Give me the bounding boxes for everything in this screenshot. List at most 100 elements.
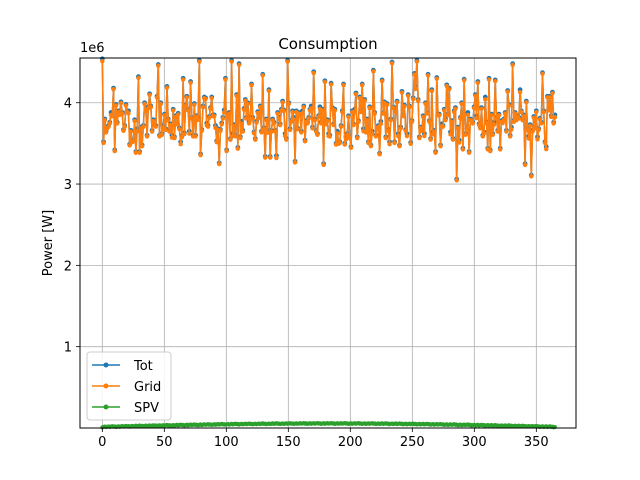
grid-series-point [388, 118, 393, 123]
grid-series-point [548, 114, 554, 120]
grid-series-point [443, 118, 448, 123]
grid-series-point [261, 126, 267, 132]
grid-series-point [356, 119, 361, 125]
grid-series-point [345, 132, 350, 138]
grid-series-point [174, 122, 180, 127]
grid-series-point [208, 106, 213, 112]
grid-series-point [429, 88, 435, 94]
grid-series-point [131, 139, 136, 144]
grid-series-point [397, 144, 402, 149]
legend-swatch-marker [103, 362, 109, 368]
grid-series-point [282, 133, 288, 139]
grid-series-point [423, 101, 428, 107]
x-tick-label: 200 [338, 435, 363, 450]
grid-series-point [483, 97, 488, 102]
grid-series-point [235, 146, 241, 151]
x-tick-label: 50 [156, 435, 173, 450]
grid-series-point [471, 105, 477, 111]
grid-series-point [220, 116, 226, 121]
grid-series-point [234, 93, 239, 99]
grid-series-point [551, 121, 556, 126]
grid-series-point [479, 106, 484, 112]
grid-series-point [351, 122, 356, 128]
grid-series-point [266, 88, 272, 94]
plot-frame [79, 57, 577, 429]
grid-series-point [377, 152, 382, 157]
grid-series-point [100, 59, 105, 64]
grid-series-point [541, 109, 546, 115]
grid-series-point [516, 116, 522, 121]
y-tick-label: 3 [64, 178, 72, 193]
grid-series-point [286, 101, 292, 107]
grid-series-point [179, 135, 185, 140]
grid-series-point [498, 147, 503, 152]
grid-series-point [311, 70, 316, 76]
grid-series-point [519, 109, 524, 115]
grid-series-point [195, 117, 201, 123]
grid-series-point [156, 63, 161, 68]
grid-series-point [107, 121, 112, 126]
grid-series-point [437, 113, 442, 118]
grid-series-point [459, 101, 464, 107]
grid-series-point [221, 110, 227, 115]
grid-series-point [331, 122, 336, 128]
legend-label: SPV [134, 401, 159, 416]
y-offset-label: 1e6 [80, 41, 105, 56]
grid-series-point [137, 150, 142, 155]
grid-series-point [325, 118, 330, 124]
x-tick-label: 250 [400, 435, 425, 450]
grid-series-point [550, 91, 555, 96]
grid-series-point [192, 102, 197, 107]
grid-series-point [407, 105, 412, 110]
grid-series-point [402, 104, 407, 109]
grid-series-point [502, 111, 508, 116]
grid-series-point [274, 155, 279, 161]
grid-series-point [527, 123, 533, 129]
grid-series-point [398, 126, 403, 131]
grid-series-point [455, 126, 461, 131]
grid-series-point [320, 108, 325, 113]
chart-title: Consumption [278, 35, 377, 53]
grid-series-point [408, 141, 413, 146]
series-layer [99, 56, 558, 430]
grid-series-point [488, 148, 493, 154]
grid-series-point [438, 144, 443, 149]
grid-series-point [184, 95, 190, 100]
grid-series-point [415, 98, 421, 103]
grid-series-point [118, 100, 124, 106]
grid-series-point [440, 124, 446, 129]
grid-series-point [532, 126, 538, 131]
grid-series-point [110, 113, 115, 119]
grid-series-point [315, 132, 320, 138]
grid-series-point [371, 69, 376, 74]
grid-series-point [245, 101, 250, 107]
grid-series-point [412, 72, 417, 77]
grid-series-point [428, 137, 433, 142]
grid-series-point [510, 62, 515, 68]
grid-series-point [409, 119, 415, 125]
grid-series-point [453, 106, 458, 112]
grid-series-point [404, 133, 410, 139]
grid-series-point [489, 113, 494, 118]
grid-series-point [159, 132, 165, 138]
grid-series-point [233, 134, 238, 139]
grid-series-point [238, 135, 243, 141]
grid-series-point [434, 76, 439, 81]
grid-series-point [231, 123, 237, 129]
grid-series-point [291, 117, 296, 123]
y-tick-label: 1 [64, 341, 72, 356]
grid-series-point [193, 134, 198, 139]
grid-series-point [312, 118, 318, 123]
grid-series-point [504, 129, 509, 134]
grid-series-point [509, 127, 514, 132]
grid-series-point [406, 93, 411, 99]
grid-series-point [255, 110, 260, 116]
grid-series-point [228, 137, 233, 142]
grid-series-point [163, 127, 168, 133]
grid-series-point [102, 118, 108, 123]
grid-series-point [343, 137, 349, 142]
grid-series-point [182, 131, 187, 137]
grid-series-point [367, 105, 372, 111]
grid-series-point [442, 108, 447, 113]
grid-series-point [495, 129, 500, 134]
